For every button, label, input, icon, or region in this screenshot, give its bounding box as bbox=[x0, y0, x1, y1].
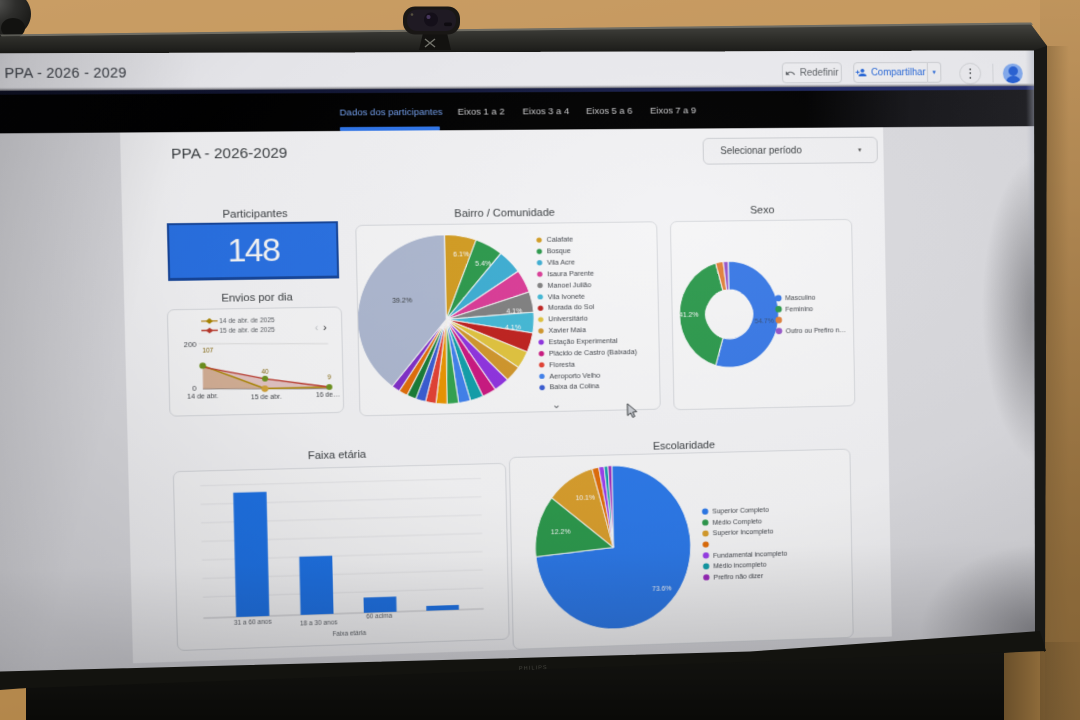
svg-text:18 a 30 anos: 18 a 30 anos bbox=[300, 620, 338, 628]
svg-text:Bosque: Bosque bbox=[547, 247, 571, 256]
svg-text:Médio incompleto: Médio incompleto bbox=[714, 561, 767, 570]
svg-text:PHILIPS: PHILIPS bbox=[519, 665, 548, 672]
svg-text:Baixa da Colina: Baixa da Colina bbox=[549, 382, 600, 391]
svg-text:Superior Completo: Superior Completo bbox=[713, 506, 770, 515]
svg-text:Calafate: Calafate bbox=[546, 235, 573, 244]
svg-text:73.6%: 73.6% bbox=[652, 585, 672, 593]
svg-text:14 de abr. de 2025: 14 de abr. de 2025 bbox=[219, 317, 275, 325]
svg-text:Morada do Sol: Morada do Sol bbox=[548, 303, 595, 312]
svg-text:⌄: ⌄ bbox=[552, 400, 561, 411]
svg-text:Estação Experimental: Estação Experimental bbox=[548, 337, 618, 347]
svg-text:60 acima: 60 acima bbox=[366, 613, 393, 620]
svg-text:4.1%: 4.1% bbox=[505, 324, 522, 332]
svg-text:Universitário: Universitário bbox=[548, 314, 588, 323]
svg-text:40: 40 bbox=[261, 368, 269, 375]
svg-text:6.1%: 6.1% bbox=[453, 251, 470, 259]
svg-text:Floresta: Floresta bbox=[549, 360, 576, 369]
svg-text:107: 107 bbox=[202, 348, 214, 355]
svg-text:Prefiro não dizer: Prefiro não dizer bbox=[714, 572, 764, 581]
svg-text:‹: ‹ bbox=[315, 323, 319, 333]
svg-text:Médio Completo: Médio Completo bbox=[713, 518, 762, 527]
svg-text:14 de abr.: 14 de abr. bbox=[187, 393, 218, 400]
svg-text:›: › bbox=[323, 322, 327, 333]
svg-text:Faixa etária: Faixa etária bbox=[332, 630, 366, 638]
svg-text:Aeroporto Velho: Aeroporto Velho bbox=[549, 371, 600, 380]
svg-text:15 de abr. de 2025: 15 de abr. de 2025 bbox=[219, 326, 275, 334]
svg-text:Feminino: Feminino bbox=[785, 305, 813, 313]
svg-text:10.1%: 10.1% bbox=[576, 494, 596, 502]
svg-text:Isaura Parente: Isaura Parente bbox=[547, 269, 594, 278]
svg-text:Fundamental incompleto: Fundamental incompleto bbox=[713, 550, 787, 560]
svg-text:Superior Incompleto: Superior Incompleto bbox=[713, 528, 774, 537]
svg-text:200: 200 bbox=[184, 340, 197, 349]
svg-text:Xavier Maia: Xavier Maia bbox=[548, 326, 587, 335]
svg-text:15 de abr.: 15 de abr. bbox=[251, 394, 282, 401]
svg-text:Vila Ivonete: Vila Ivonete bbox=[547, 292, 584, 301]
svg-text:16 de…: 16 de… bbox=[316, 392, 340, 399]
svg-text:0: 0 bbox=[192, 384, 196, 393]
svg-text:31 a 60 anos: 31 a 60 anos bbox=[234, 619, 273, 627]
svg-text:9: 9 bbox=[328, 375, 332, 382]
svg-text:Plácido de Castro (Baixada): Plácido de Castro (Baixada) bbox=[549, 347, 637, 357]
svg-text:4.1%: 4.1% bbox=[506, 308, 523, 316]
svg-text:12.2%: 12.2% bbox=[551, 528, 571, 536]
svg-text:5.4%: 5.4% bbox=[475, 260, 492, 268]
svg-text:39.2%: 39.2% bbox=[392, 296, 413, 304]
svg-text:Manoel Julião: Manoel Julião bbox=[547, 280, 591, 289]
svg-text:Outro ou Prefiro n…: Outro ou Prefiro n… bbox=[786, 326, 846, 334]
svg-text:41.2%: 41.2% bbox=[679, 312, 699, 320]
svg-text:Masculino: Masculino bbox=[785, 294, 815, 302]
svg-text:Vila Acre: Vila Acre bbox=[547, 258, 575, 267]
svg-text:54.7%: 54.7% bbox=[755, 317, 775, 325]
